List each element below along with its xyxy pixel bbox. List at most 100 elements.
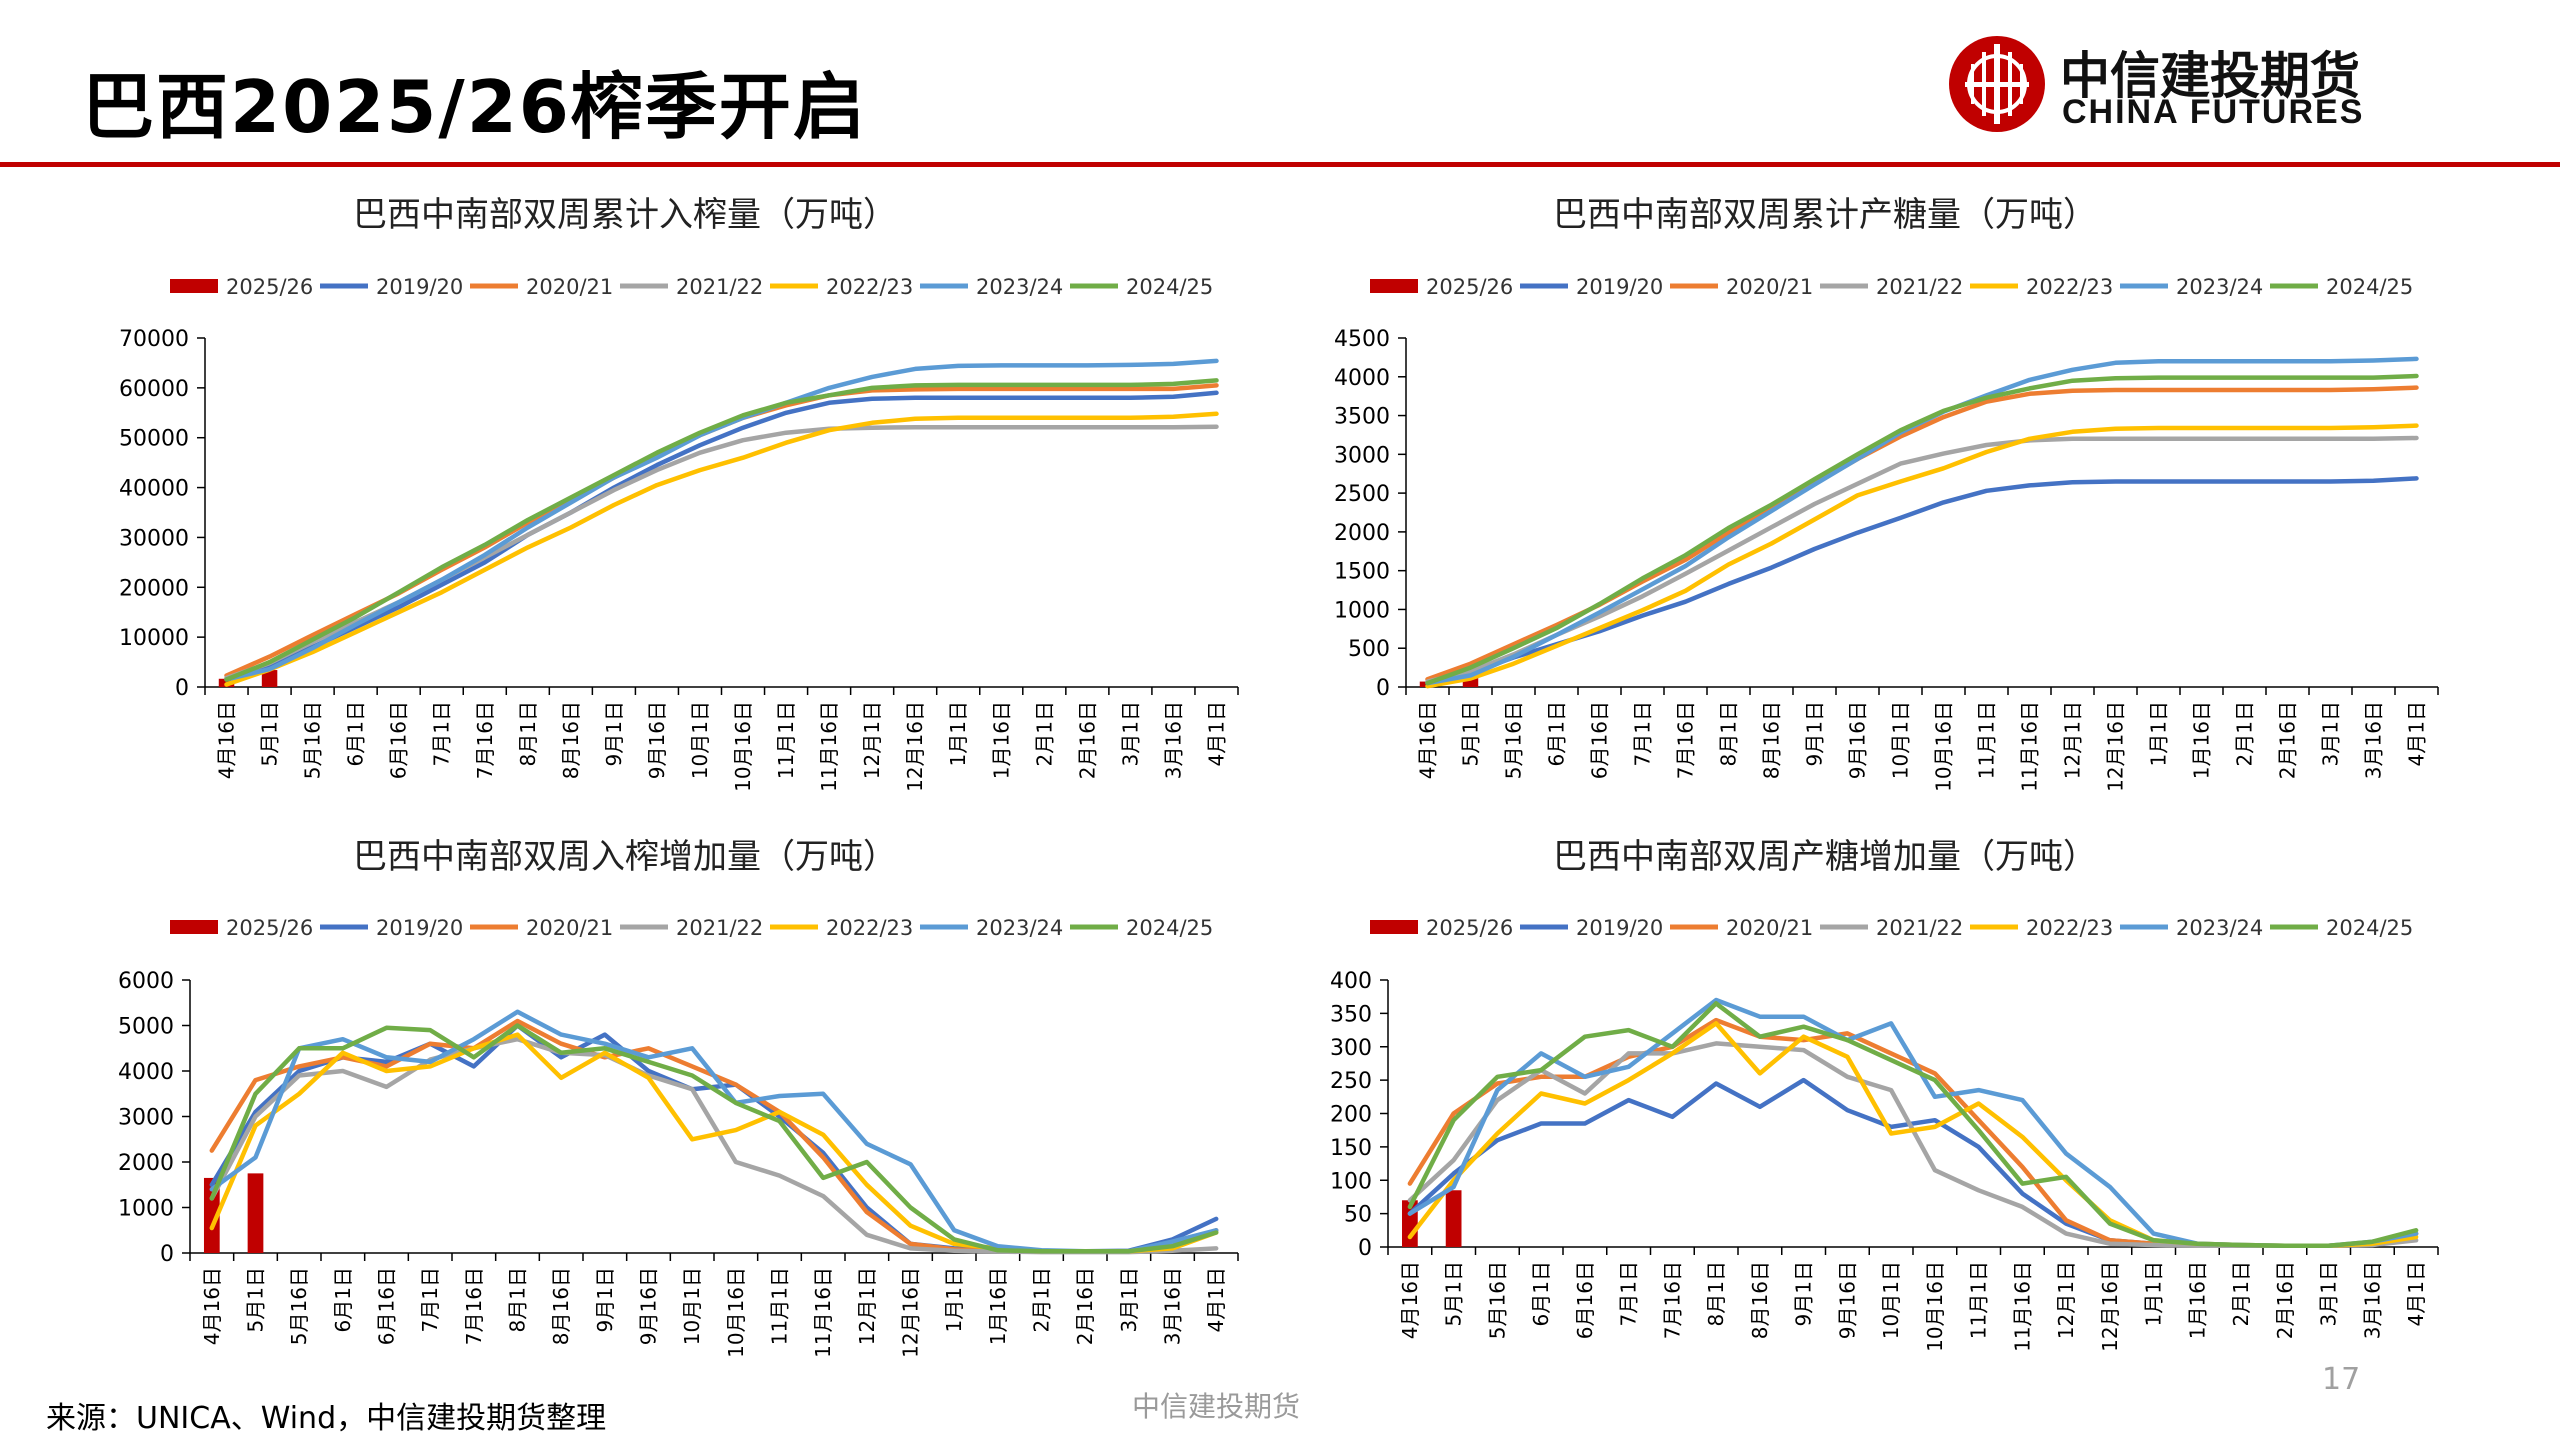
x-tick-label: 7月16日: [1674, 701, 1698, 779]
x-tick-label: 10月1日: [1879, 1261, 1903, 1339]
x-tick-label: 9月1日: [1792, 1261, 1816, 1326]
chart-cumulative-sugar-svg: 巴西中南部双周累计产糖量（万吨） 2025/26 2019/20 2020/21 202…: [1334, 195, 2439, 792]
x-tick-label: 2月16日: [2276, 701, 2300, 779]
x-tick-label: 12月16日: [903, 701, 927, 792]
chart-biweekly-sugar-svg: 巴西中南部双周产糖增加量（万吨） 2025/26 2019/20 2020/21 202…: [1330, 837, 2439, 1352]
x-tick-label: 5月1日: [1459, 701, 1483, 766]
legend-label: 2023/24: [2176, 275, 2263, 299]
legend-item-2021-22: 2021/22: [620, 916, 763, 940]
x-tick-label: 3月1日: [1118, 701, 1142, 766]
x-tick-label: 7月1日: [430, 701, 454, 766]
x-tick-label: 6月1日: [1545, 701, 1569, 766]
series-line-2021-22: [1407, 1041, 2419, 1248]
x-tick-label: 6月16日: [375, 1267, 399, 1345]
chart-biweekly-sugar: 巴西中南部双周产糖增加量（万吨） 2025/26 2019/20 2020/21 202…: [1210, 822, 2440, 1442]
legend-swatch-bar: [170, 279, 218, 293]
x-tick-label: 3月1日: [2319, 701, 2343, 766]
x-tick-label: 3月16日: [2360, 1261, 2384, 1339]
series-line-2023-24: [1425, 356, 2419, 686]
legend-label: 2019/20: [376, 275, 463, 299]
y-tick-label: 400: [1330, 969, 1372, 994]
legend-item-2020-21: 2020/21: [1670, 916, 1813, 940]
x-tick-label: 6月1日: [344, 701, 368, 766]
legend-item-2024-25: 2024/25: [1070, 916, 1213, 940]
legend-label: 2019/20: [1576, 916, 1663, 940]
x-tick-label: 10月16日: [1932, 701, 1956, 792]
bar-2025-26: [261, 670, 278, 687]
legend-label: 2020/21: [1726, 275, 1813, 299]
legend-item-2023-24: 2023/24: [920, 275, 1063, 299]
y-tick-label: 250: [1330, 1069, 1372, 1094]
chart-biweekly-crush: 巴西中南部双周入榨增加量（万吨） 2025/26 2019/20 2020/21 202…: [10, 822, 1240, 1442]
x-tick-label: 8月1日: [1704, 1261, 1728, 1326]
legend-item-2020-21: 2020/21: [470, 275, 613, 299]
x-tick-label: 7月1日: [1631, 701, 1655, 766]
x-tick-label: 4月1日: [1204, 701, 1228, 766]
y-tick-label: 1500: [1334, 560, 1390, 585]
y-tick-label: 5000: [118, 1015, 174, 1040]
x-tick-label: 4月1日: [2405, 701, 2429, 766]
x-tick-label: 5月1日: [258, 701, 282, 766]
x-tick-label: 8月16日: [1760, 701, 1784, 779]
x-tick-label: 11月1日: [1967, 1261, 1991, 1339]
x-tick-label: 4月16日: [215, 701, 239, 779]
x-tick-label: 10月1日: [688, 701, 712, 779]
x-tick-label: 8月1日: [1717, 701, 1741, 766]
x-tick-label: 11月1日: [774, 701, 798, 779]
legend-item-2022-23: 2022/23: [770, 275, 913, 299]
x-tick-label: 5月16日: [287, 1267, 311, 1345]
legend-label: 2023/24: [976, 916, 1063, 940]
x-tick-label: 1月16日: [989, 701, 1013, 779]
series-line-2021-22: [209, 1036, 1219, 1255]
legend-label: 2022/23: [826, 275, 913, 299]
x-tick-label: 3月16日: [2362, 701, 2386, 779]
y-tick-label: 150: [1330, 1136, 1372, 1161]
x-tick-label: 6月1日: [331, 1267, 355, 1332]
x-tick-label: 6月16日: [1588, 701, 1612, 779]
x-tick-label: 12月1日: [2061, 701, 2085, 779]
legend-label: 2025/26: [1426, 916, 1513, 940]
legend-item-2025-26: 2025/26: [170, 275, 313, 299]
legend-item-2024-25: 2024/25: [1070, 275, 1213, 299]
legend-item-2019-20: 2019/20: [320, 275, 463, 299]
legend-item-2020-21: 2020/21: [470, 916, 613, 940]
x-tick-label: 2月16日: [1073, 1267, 1097, 1345]
x-tick-label: 3月1日: [1117, 1267, 1141, 1332]
series-line-2019-20: [1425, 476, 2419, 685]
x-tick-label: 1月1日: [2142, 1261, 2166, 1326]
y-tick-label: 50: [1344, 1203, 1372, 1228]
page-number: 17: [2322, 1362, 2361, 1397]
legend-label: 2019/20: [1576, 275, 1663, 299]
chart-cumulative-crush: 巴西中南部双周累计入榨量（万吨） 2025/26 2019/20 2020/21 202…: [10, 180, 1240, 800]
x-tick-label: 9月16日: [1835, 1261, 1859, 1339]
legend-item-2021-22: 2021/22: [1820, 916, 1963, 940]
page-title: 巴西2025/26榨季开启: [82, 65, 867, 149]
x-tick-label: 3月16日: [1161, 701, 1185, 779]
y-tick-label: 0: [1376, 676, 1390, 701]
x-tick-label: 1月1日: [2147, 701, 2171, 766]
x-tick-label: 12月1日: [855, 1267, 879, 1345]
legend-label: 2022/23: [2026, 275, 2113, 299]
legend-swatch-bar: [1370, 279, 1418, 293]
x-tick-label: 3月1日: [2317, 1261, 2341, 1326]
legend-label: 2020/21: [1726, 916, 1813, 940]
legend-item-2024-25: 2024/25: [2270, 275, 2413, 299]
chart-title: 巴西中南部双周累计入榨量（万吨）: [353, 195, 897, 235]
chart-title: 巴西中南部双周入榨增加量（万吨）: [353, 837, 897, 877]
logo-english-text: CHINA FUTURES: [2062, 93, 2365, 131]
y-tick-label: 6000: [118, 969, 174, 994]
legend-item-2021-22: 2021/22: [620, 275, 763, 299]
y-tick-label: 10000: [119, 626, 189, 651]
legend-swatch-bar: [1370, 920, 1418, 934]
x-tick-label: 1月1日: [942, 1267, 966, 1332]
x-tick-label: 9月16日: [645, 701, 669, 779]
legend-label: 2020/21: [526, 916, 613, 940]
legend-label: 2021/22: [676, 916, 763, 940]
x-tick-label: 11月16日: [2010, 1261, 2034, 1352]
series-line-2024-25: [224, 378, 1219, 682]
y-tick-label: 3500: [1334, 405, 1390, 430]
legend-item-2022-23: 2022/23: [770, 916, 913, 940]
legend-item-2022-23: 2022/23: [1970, 275, 2113, 299]
series-line-2023-24: [224, 358, 1219, 682]
legend-item-2019-20: 2019/20: [1520, 916, 1663, 940]
